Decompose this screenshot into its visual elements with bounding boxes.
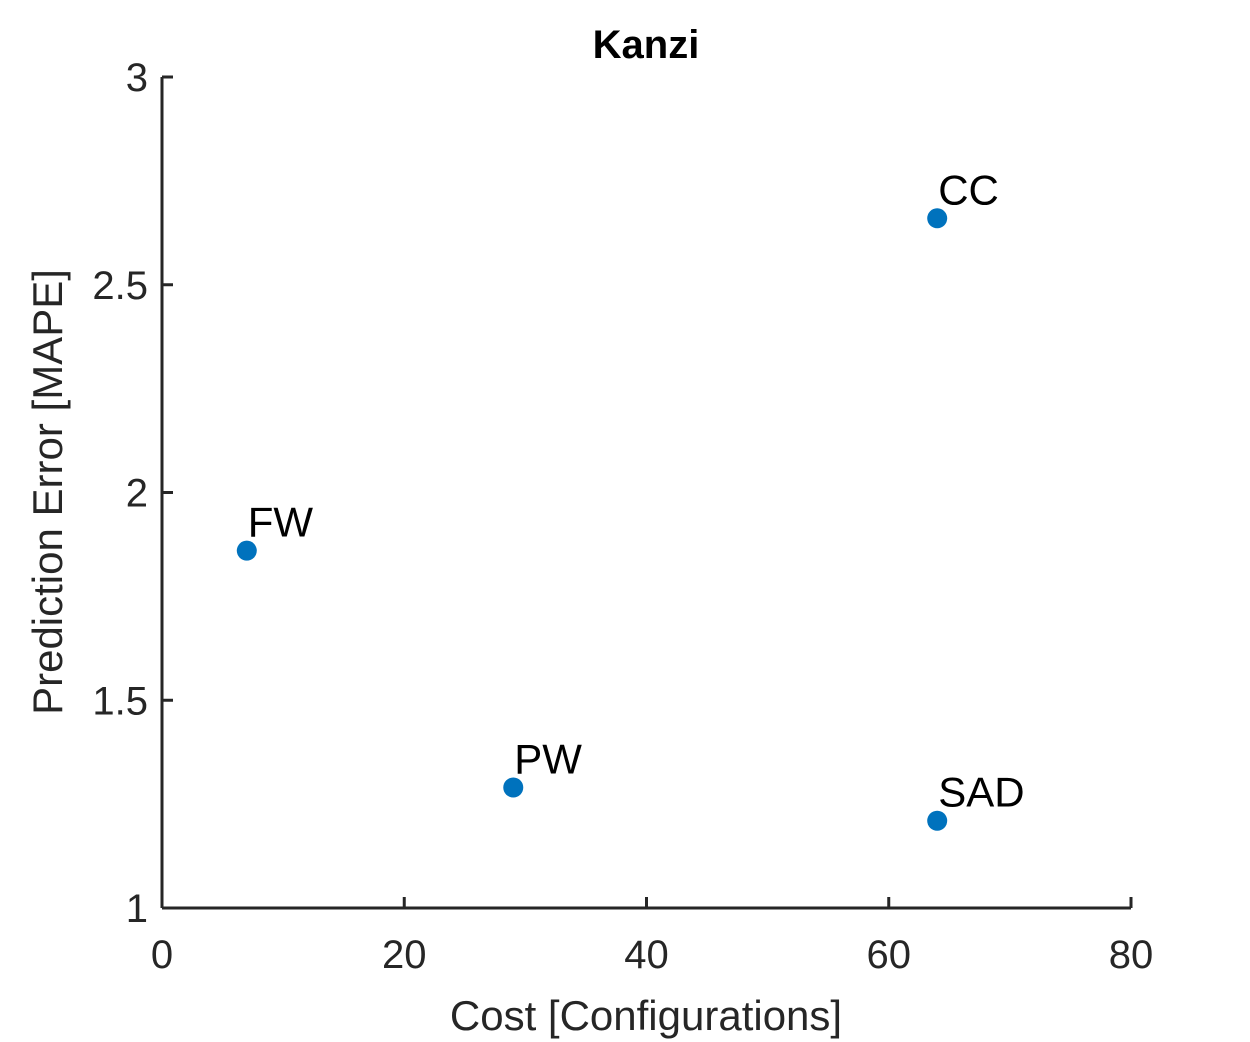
x-tick-label: 80 [1109, 933, 1154, 977]
chart-title: Kanzi [593, 23, 700, 67]
y-tick-label: 2 [126, 472, 148, 516]
data-point-cc [927, 208, 948, 229]
y-ticks: 1 1.5 2 2.5 3 [92, 56, 173, 931]
data-point-label: FW [248, 499, 314, 546]
data-points: CC FW PW SAD [236, 166, 1025, 831]
y-tick-label: 2.5 [92, 264, 148, 308]
x-tick-label: 60 [867, 933, 912, 977]
y-axis-label: Prediction Error [MAPE] [24, 269, 71, 715]
x-tick-label: 0 [151, 933, 173, 977]
y-tick-label: 1 [126, 887, 148, 931]
data-point-label: CC [938, 166, 999, 213]
data-point-label: PW [514, 736, 582, 783]
x-tick-label: 40 [624, 933, 669, 977]
y-tick-label: 3 [126, 56, 148, 100]
data-point-label: SAD [938, 769, 1024, 816]
data-point-pw [503, 777, 524, 798]
data-point-sad [927, 810, 948, 831]
x-tick-label: 20 [382, 933, 427, 977]
data-point-fw [236, 540, 257, 561]
x-ticks: 0 20 40 60 80 [151, 897, 1153, 977]
y-tick-label: 1.5 [92, 679, 148, 723]
x-axis-label: Cost [Configurations] [450, 992, 842, 1039]
